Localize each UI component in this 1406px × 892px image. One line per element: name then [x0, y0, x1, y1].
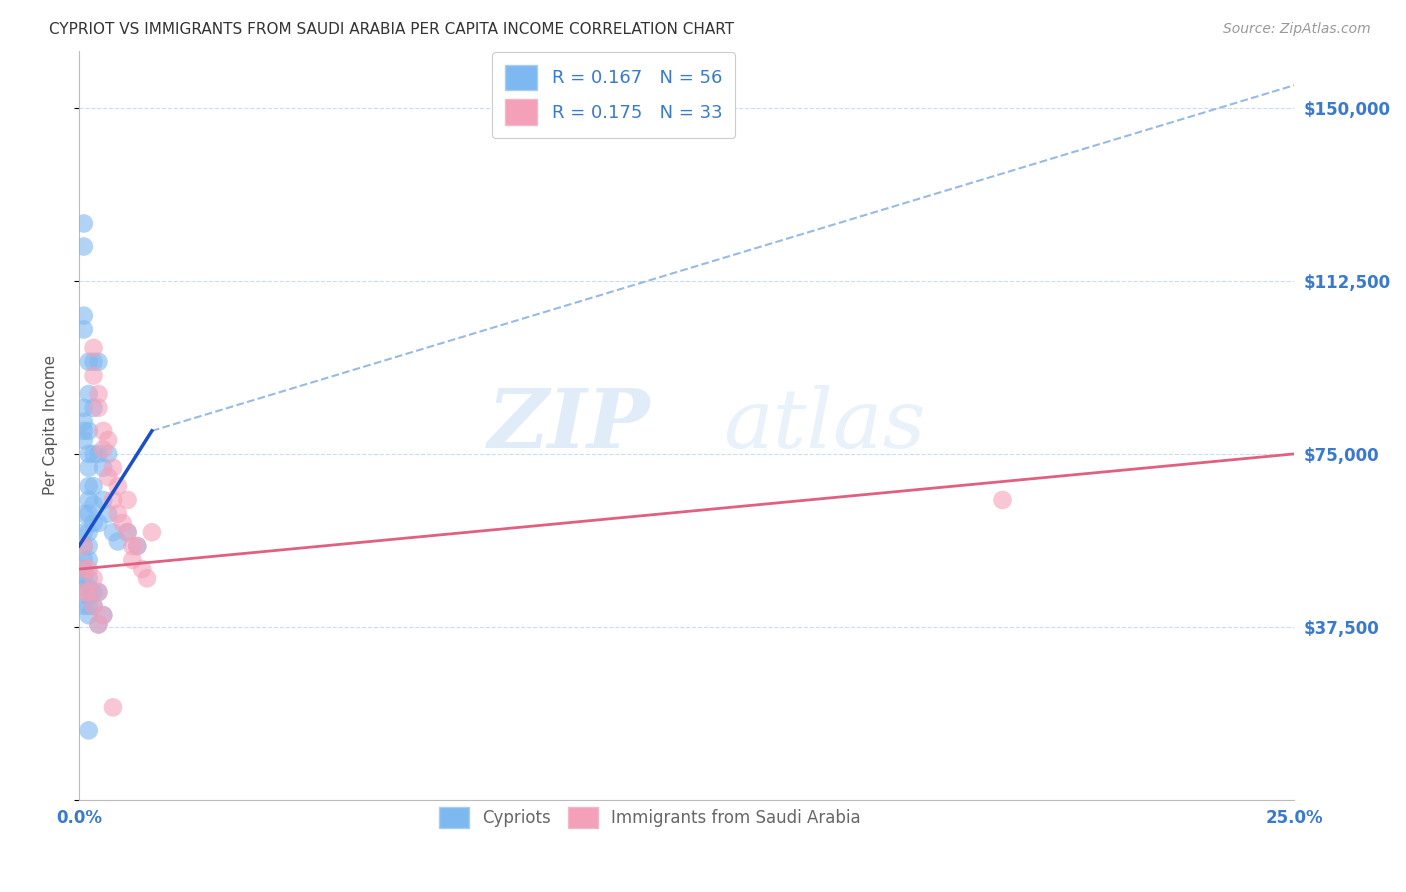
Point [73, 562, 96, 576]
Point [991, 493, 1014, 508]
Point [83, 585, 105, 599]
Point [107, 507, 129, 521]
Point [87, 617, 110, 632]
Point [107, 479, 129, 493]
Point [127, 539, 149, 553]
Point [77, 460, 100, 475]
Point [141, 525, 163, 540]
Point [73, 239, 96, 253]
Y-axis label: Per Capita Income: Per Capita Income [44, 355, 58, 495]
Point [73, 433, 96, 447]
Point [73, 309, 96, 323]
Point [77, 424, 100, 438]
Point [83, 599, 105, 613]
Point [83, 355, 105, 369]
Point [83, 479, 105, 493]
Point [73, 562, 96, 576]
Point [101, 700, 124, 714]
Point [73, 539, 96, 553]
Point [77, 599, 100, 613]
Point [117, 493, 139, 508]
Point [101, 525, 124, 540]
Point [107, 534, 129, 549]
Point [83, 447, 105, 461]
Point [87, 516, 110, 530]
Point [91, 424, 114, 438]
Point [77, 571, 100, 585]
Point [77, 387, 100, 401]
Point [73, 539, 96, 553]
Point [87, 387, 110, 401]
Point [77, 562, 100, 576]
Point [77, 590, 100, 604]
Point [77, 507, 100, 521]
Point [131, 562, 153, 576]
Point [77, 553, 100, 567]
Point [73, 599, 96, 613]
Point [73, 415, 96, 429]
Point [83, 599, 105, 613]
Text: atlas: atlas [723, 385, 925, 465]
Point [73, 507, 96, 521]
Point [101, 460, 124, 475]
Point [77, 493, 100, 508]
Point [77, 608, 100, 623]
Point [97, 507, 120, 521]
Point [73, 585, 96, 599]
Point [77, 539, 100, 553]
Point [77, 585, 100, 599]
Point [73, 553, 96, 567]
Point [77, 355, 100, 369]
Point [73, 217, 96, 231]
Point [91, 493, 114, 508]
Point [87, 355, 110, 369]
Point [73, 424, 96, 438]
Point [83, 401, 105, 415]
Point [83, 516, 105, 530]
Point [97, 470, 120, 484]
Point [83, 341, 105, 355]
Point [91, 608, 114, 623]
Point [91, 460, 114, 475]
Point [73, 401, 96, 415]
Point [73, 571, 96, 585]
Point [121, 539, 143, 553]
Point [77, 581, 100, 595]
Point [77, 447, 100, 461]
Point [87, 401, 110, 415]
Point [73, 581, 96, 595]
Point [101, 493, 124, 508]
Point [97, 433, 120, 447]
Point [73, 525, 96, 540]
Point [77, 525, 100, 540]
Text: Source: ZipAtlas.com: Source: ZipAtlas.com [1223, 22, 1371, 37]
Point [117, 525, 139, 540]
Point [83, 368, 105, 383]
Point [136, 571, 159, 585]
Point [117, 525, 139, 540]
Point [83, 571, 105, 585]
Point [87, 447, 110, 461]
Legend: Cypriots, Immigrants from Saudi Arabia: Cypriots, Immigrants from Saudi Arabia [430, 799, 869, 836]
Text: ZIP: ZIP [488, 385, 650, 465]
Point [87, 617, 110, 632]
Point [77, 723, 100, 738]
Point [111, 516, 134, 530]
Point [87, 585, 110, 599]
Point [91, 442, 114, 457]
Point [91, 608, 114, 623]
Text: CYPRIOT VS IMMIGRANTS FROM SAUDI ARABIA PER CAPITA INCOME CORRELATION CHART: CYPRIOT VS IMMIGRANTS FROM SAUDI ARABIA … [49, 22, 734, 37]
Point [83, 498, 105, 512]
Point [97, 447, 120, 461]
Point [121, 553, 143, 567]
Point [77, 479, 100, 493]
Point [73, 322, 96, 336]
Point [87, 585, 110, 599]
Point [127, 539, 149, 553]
